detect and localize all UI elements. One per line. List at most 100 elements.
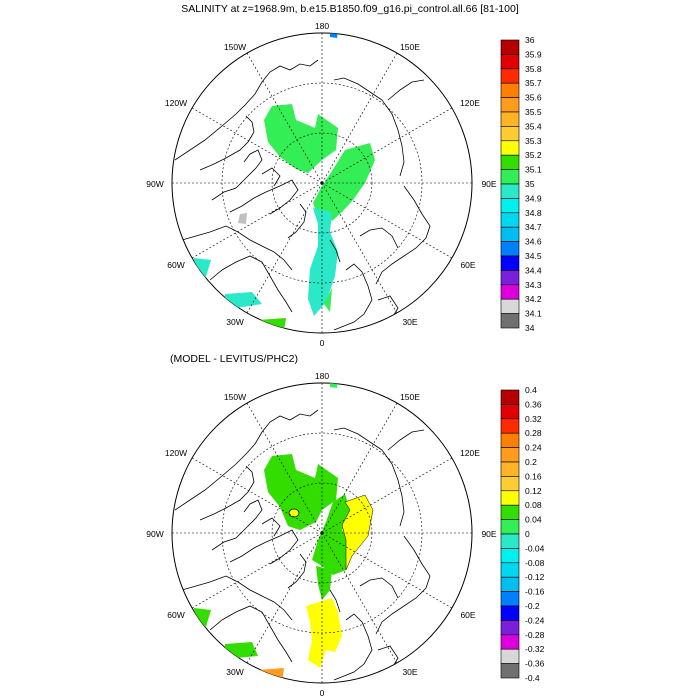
bottom-colorbar-swatch	[500, 634, 520, 650]
top-colorbar-swatch	[500, 284, 520, 300]
top-region-pacific-spot	[330, 33, 338, 38]
top-colorbar-label: 34	[525, 323, 535, 333]
top-colorbar-label: 34.5	[525, 251, 542, 261]
bottom-region-iceland-basin	[258, 668, 284, 682]
bottom-colorbar-label: -0.32	[525, 644, 545, 654]
top-colorbar-swatch	[500, 82, 520, 98]
top-lon-180: 180	[315, 21, 329, 31]
top-colorbar-swatch	[500, 169, 520, 185]
top-coastlines	[174, 59, 431, 331]
top-colorbar-swatch	[500, 270, 520, 286]
bottom-colorbar-swatch	[500, 490, 520, 506]
bottom-colorbar-swatch	[500, 591, 520, 607]
top-colorbar-label: 34.7	[525, 222, 542, 232]
bottom-colorbar-label: 0.08	[525, 500, 542, 510]
top-colorbar-label: 34.3	[525, 280, 542, 290]
bottom-lon-180: 180	[315, 371, 329, 381]
bottom-lon-120w: 120W	[165, 448, 187, 458]
bottom-colorbar-swatch	[500, 504, 520, 520]
top-lon-0: 0	[320, 338, 325, 348]
top-colorbar-swatch	[500, 126, 520, 142]
top-colorbar-label: 35.7	[525, 78, 542, 88]
bottom-colorbar-swatch	[500, 605, 520, 621]
bottom-anomaly-fill	[194, 383, 374, 682]
bottom-colorbar-label: 0.4	[525, 385, 537, 395]
bottom-lon-30w: 30W	[226, 667, 243, 677]
bottom-region-yellow-spot	[288, 508, 300, 518]
bottom-lon-90e: 90E	[481, 529, 496, 539]
bottom-colorbar-label: 0.36	[525, 399, 542, 409]
top-colorbar-swatch	[500, 111, 520, 127]
top-colorbar-swatch	[500, 212, 520, 228]
bottom-lon-150w: 150W	[224, 392, 246, 402]
bottom-colorbar-swatch	[500, 447, 520, 463]
bottom-colorbar-label: 0.32	[525, 414, 542, 424]
top-lon-30w: 30W	[226, 317, 243, 327]
bottom-panel-title: (MODEL - LEVITUS/PHC2)	[170, 353, 298, 365]
top-colorbar-label: 34.2	[525, 294, 542, 304]
top-lon-90w: 90W	[146, 179, 163, 189]
bottom-colorbar-label: 0.24	[525, 443, 542, 453]
bottom-region-greenland-sea	[306, 598, 342, 668]
top-colorbar-label: 34.8	[525, 208, 542, 218]
top-lon-60e: 60E	[460, 260, 475, 270]
top-region-canada-basin	[264, 104, 338, 173]
bottom-lon-120e: 120E	[460, 448, 480, 458]
top-graticule	[172, 33, 472, 333]
bottom-lon-0: 0	[320, 688, 325, 698]
bottom-lon-60e: 60E	[460, 610, 475, 620]
top-colorbar-swatch	[500, 183, 520, 199]
bottom-colorbar-swatch	[500, 519, 520, 535]
top-colorbar-swatch	[500, 97, 520, 113]
bottom-colorbar-swatch	[500, 576, 520, 592]
top-region-baffin-spot	[238, 213, 247, 224]
bottom-colorbar-swatch	[500, 389, 520, 405]
top-lon-150e: 150E	[400, 42, 420, 52]
bottom-colorbar-label: -0.16	[525, 587, 545, 597]
bottom-colorbar-swatch	[500, 548, 520, 564]
bottom-colorbar-swatch	[500, 663, 520, 679]
top-colorbar-swatch	[500, 198, 520, 214]
bottom-colorbar-label: 0.12	[525, 486, 542, 496]
bottom-colorbar-label: -0.04	[525, 543, 545, 553]
top-colorbar-label: 35.4	[525, 121, 542, 131]
top-salinity-fill	[194, 33, 375, 330]
bottom-colorbar-label: -0.4	[525, 673, 540, 683]
top-panel-title: SALINITY at z=1968.9m, b.e15.B1850.f09_g…	[181, 3, 519, 15]
top-colorbar-swatch	[500, 140, 520, 156]
bottom-colorbar-label: 0	[525, 529, 530, 539]
top-colorbar: 36 35.9 35.8 35.7 35.6 35.5 35.4 35.3 35.2 35.1 35…	[500, 35, 542, 333]
bottom-lon-90w: 90W	[146, 529, 163, 539]
bottom-colorbar-label: -0.08	[525, 558, 545, 568]
bottom-colorbar-swatch	[500, 418, 520, 434]
bottom-region-canada-basin	[264, 454, 338, 530]
bottom-colorbar-label: 0.04	[525, 515, 542, 525]
bottom-region-lomonosov	[312, 494, 350, 575]
top-colorbar-label: 35.6	[525, 93, 542, 103]
bottom-colorbar-swatch	[500, 562, 520, 578]
top-region-iceland-basin	[258, 318, 286, 330]
top-colorbar-swatch	[500, 226, 520, 242]
top-lon-120e: 120E	[460, 98, 480, 108]
top-colorbar-label: 34.4	[525, 265, 542, 275]
top-colorbar-label: 35.8	[525, 64, 542, 74]
bottom-colorbar-label: 0.16	[525, 471, 542, 481]
top-region-norwegian-sea	[324, 288, 332, 312]
bottom-colorbar-label: -0.24	[525, 615, 545, 625]
top-colorbar-label: 35	[525, 179, 535, 189]
top-colorbar-swatch	[500, 68, 520, 84]
top-region-eurasian-basin	[313, 143, 375, 221]
top-colorbar-swatch	[500, 241, 520, 257]
top-colorbar-swatch	[500, 313, 520, 329]
bottom-region-pacific-spot	[330, 383, 338, 388]
bottom-map: 180 150W 150E 120W 120E 90W 90E 60W 60E …	[146, 371, 497, 698]
top-colorbar-label: 36	[525, 35, 535, 45]
bottom-lon-150e: 150E	[400, 392, 420, 402]
top-colorbar-swatch	[500, 154, 520, 170]
top-colorbar-label: 34.9	[525, 193, 542, 203]
bottom-colorbar-swatch	[500, 461, 520, 477]
top-map: 180 150W 150E 120W 120E 90W 90E 60W 60E …	[146, 21, 497, 348]
top-lon-30e: 30E	[402, 317, 417, 327]
top-colorbar-label: 34.6	[525, 237, 542, 247]
top-region-fram-strait	[308, 208, 338, 316]
